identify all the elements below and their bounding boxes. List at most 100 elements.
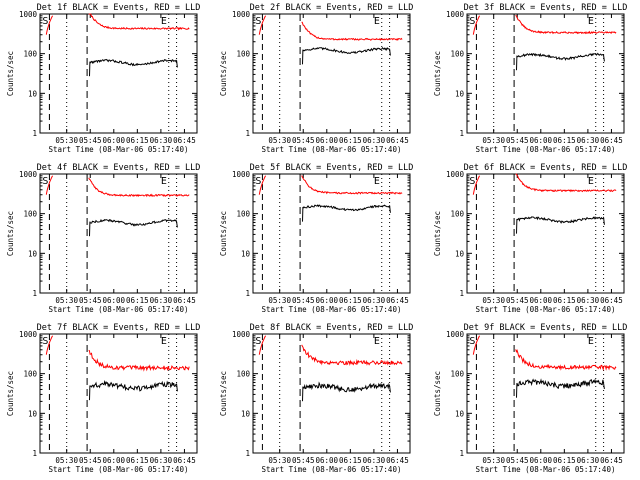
end-marker: E [588,16,594,27]
x-tick-label: 06:15 [126,296,149,305]
x-tick-label: 06:15 [339,456,362,465]
plot-title: Det 5f BLACK = Events, RED = LLD [250,163,414,173]
y-tick-label: 100 [450,210,464,219]
x-tick-label: 06:45 [386,136,409,145]
y-tick-label: 1000 [446,170,465,179]
start-marker: S [469,16,475,27]
events-series-line [302,381,391,402]
start-marker: S [255,336,261,347]
end-marker: E [161,176,167,187]
x-tick-label: 06:30 [577,296,600,305]
x-tick-label: 06:30 [363,296,386,305]
x-tick-label: 06:30 [150,136,173,145]
lld-series-line [472,335,617,371]
end-marker: E [374,176,380,187]
y-tick-label: 10 [28,89,38,98]
plot-frame [39,13,198,134]
panel-det-8f: Det 8f BLACK = Events, RED = LLD 1 10 100 10… [219,323,413,474]
plot-frame [466,13,625,134]
x-axis-label: Start Time (08-Mar-06 05:17:40) [476,305,616,314]
x-tick-label: 05:30 [268,296,291,305]
y-axis-label: Counts/sec [6,51,15,96]
y-axis-label: Counts/sec [219,51,228,96]
lld-series-line [258,335,403,366]
y-tick-label: 1 [459,129,464,138]
lld-series-line [258,15,403,41]
y-tick-label: 1 [32,129,37,138]
start-marker: S [469,336,475,347]
y-tick-label: 10 [241,89,251,98]
x-tick-label: 05:45 [506,296,529,305]
y-tick-label: 100 [23,50,37,59]
y-axis-label: Counts/sec [219,371,228,416]
panel-det-2f: Det 2f BLACK = Events, RED = LLD 1 10 100 10… [219,3,413,154]
x-tick-label: 06:45 [173,456,196,465]
events-series-line [89,58,178,77]
y-tick-label: 10 [455,249,465,258]
panel-det-7f: Det 7f BLACK = Events, RED = LLD 1 10 100 10… [6,323,200,474]
y-tick-label: 1 [32,289,37,298]
x-tick-label: 06:45 [600,456,623,465]
plot-frame [39,173,198,294]
events-series-line [302,47,391,65]
x-axis-label: Start Time (08-Mar-06 05:17:40) [476,145,616,154]
x-tick-label: 06:30 [150,296,173,305]
y-axis-label: Counts/sec [433,371,442,416]
lld-series-line [45,175,190,198]
x-tick-label: 05:30 [268,456,291,465]
x-tick-label: 06:30 [363,456,386,465]
x-tick-label: 05:45 [292,296,315,305]
events-series-line [89,379,178,401]
x-tick-label: 06:45 [173,136,196,145]
x-tick-label: 05:30 [55,456,78,465]
x-axis-label: Start Time (08-Mar-06 05:17:40) [262,145,402,154]
x-axis-label: Start Time (08-Mar-06 05:17:40) [49,145,189,154]
start-marker: S [469,176,475,187]
x-tick-label: 05:45 [292,456,315,465]
start-marker: S [255,176,261,187]
plot-frame [252,333,411,454]
y-axis-label: Counts/sec [219,211,228,256]
x-axis-label: Start Time (08-Mar-06 05:17:40) [262,305,402,314]
y-tick-label: 1000 [19,170,38,179]
events-series-line [516,215,605,234]
y-tick-label: 1000 [232,170,251,179]
y-tick-label: 100 [450,370,464,379]
lld-series-line [472,173,617,195]
x-tick-label: 06:45 [386,456,409,465]
plot-title: Det 7f BLACK = Events, RED = LLD [37,323,201,333]
x-tick-label: 05:45 [79,296,102,305]
events-series-line [89,218,178,237]
y-tick-label: 100 [236,50,250,59]
y-tick-label: 10 [455,409,465,418]
x-tick-label: 06:15 [553,136,576,145]
events-series-line [516,52,605,71]
x-tick-label: 06:30 [577,136,600,145]
y-tick-label: 100 [450,50,464,59]
plot-title: Det 2f BLACK = Events, RED = LLD [250,3,414,13]
y-tick-label: 1 [459,449,464,458]
panel-det-5f: Det 5f BLACK = Events, RED = LLD 1 10 100 10… [219,163,413,314]
start-marker: S [255,16,261,27]
x-tick-label: 06:45 [173,296,196,305]
start-marker: S [42,336,48,347]
x-axis-label: Start Time (08-Mar-06 05:17:40) [262,465,402,474]
x-tick-label: 05:30 [482,456,505,465]
panel-det-1f: Det 1f BLACK = Events, RED = LLD 1 10 100 10… [6,3,200,154]
y-tick-label: 10 [241,249,251,258]
x-tick-label: 06:00 [530,296,553,305]
x-tick-label: 06:30 [577,456,600,465]
x-tick-label: 05:30 [482,136,505,145]
end-marker: E [161,336,167,347]
y-tick-label: 1000 [446,10,465,19]
x-tick-label: 05:30 [268,136,291,145]
x-tick-label: 06:30 [363,136,386,145]
panel-det-6f: Det 6f BLACK = Events, RED = LLD 1 10 100 10… [433,163,627,314]
end-marker: E [374,16,380,27]
x-tick-label: 06:45 [600,136,623,145]
x-tick-label: 06:15 [553,296,576,305]
x-tick-label: 06:45 [386,296,409,305]
panel-det-4f: Det 4f BLACK = Events, RED = LLD 1 10 100 10… [6,163,200,314]
x-tick-label: 06:00 [103,296,126,305]
